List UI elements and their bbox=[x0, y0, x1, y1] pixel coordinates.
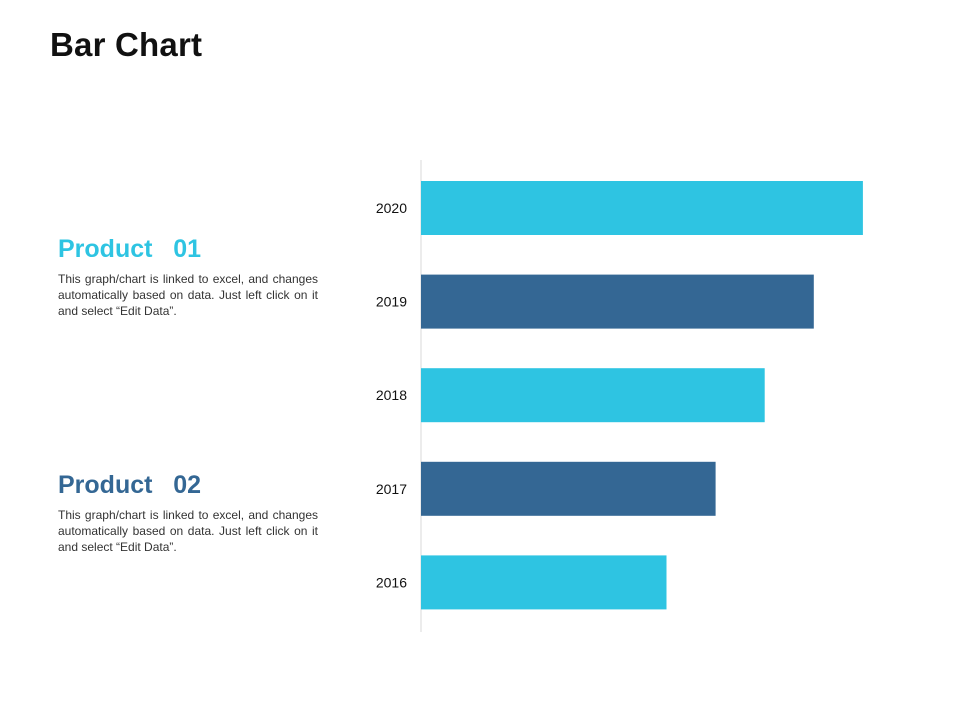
product-02-description: This graph/chart is linked to excel, and… bbox=[58, 508, 318, 554]
tick-label-2017: 2017 bbox=[376, 481, 407, 497]
tick-label-2019: 2019 bbox=[376, 294, 407, 310]
product-01-block: Product 01 This graph/chart is linked to… bbox=[58, 233, 318, 319]
page-title: Bar Chart bbox=[50, 26, 203, 63]
bar-2019 bbox=[421, 274, 814, 329]
product-01-description: This graph/chart is linked to excel, and… bbox=[58, 272, 318, 318]
tick-label-2018: 2018 bbox=[376, 387, 407, 403]
bars-group bbox=[421, 181, 863, 610]
tick-labels-group: 2020 2019 2018 2017 2016 bbox=[376, 200, 407, 590]
product-02-block: Product 02 This graph/chart is linked to… bbox=[58, 469, 318, 555]
bar-2018 bbox=[421, 368, 765, 423]
bar-2016 bbox=[421, 555, 667, 610]
bar-2017 bbox=[421, 461, 716, 516]
tick-label-2020: 2020 bbox=[376, 200, 407, 216]
tick-label-2016: 2016 bbox=[376, 574, 407, 590]
product-01-title: Product 01 bbox=[58, 235, 202, 263]
bar-2020 bbox=[421, 181, 863, 235]
product-02-title: Product 02 bbox=[58, 471, 202, 499]
